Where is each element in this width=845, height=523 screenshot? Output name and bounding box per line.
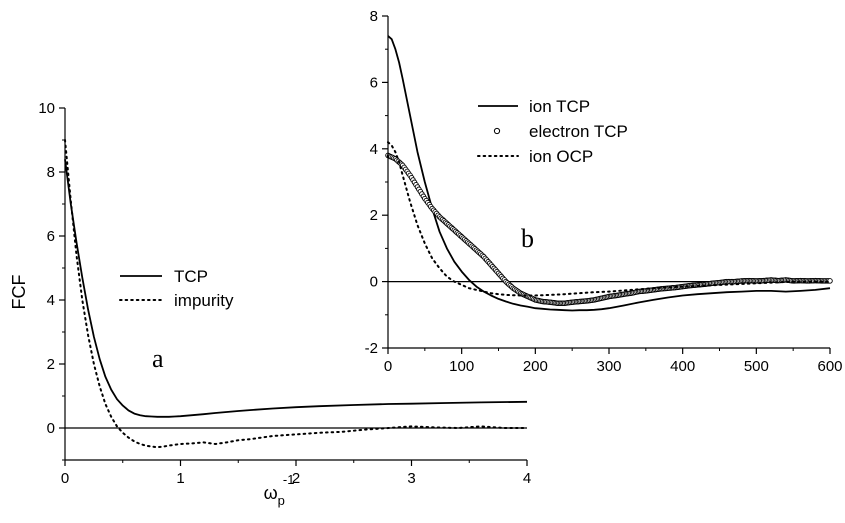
b-y-tick-label: 8 [370,8,378,25]
b-x-tick-label: 100 [449,358,474,375]
legend-label-ion-ocp: ion OCP [529,147,593,166]
legend-label-tcp: TCP [174,267,208,286]
a-x-tick-label: 3 [407,470,415,487]
legend-marker-electron-tcp [493,127,501,135]
a-x-tick-label: 0 [61,470,69,487]
a-y-tick-label: 0 [47,420,55,437]
panel-a-label: a [152,344,164,373]
a-x-tick-label: 1 [176,470,184,487]
a-y-tick-label: 6 [47,228,55,245]
legend-label-electron-tcp: electron TCP [529,122,628,141]
b-y-tick-label: 4 [370,141,378,158]
b-y-tick-label: 0 [370,274,378,291]
legend-label-impurity: impurity [174,291,234,310]
a-y-tick-label: 8 [47,164,55,181]
panel-a-xlabel-sup: -1 [283,472,295,487]
panel-a-xlabel: ωp -1 [264,472,295,508]
panel-a-xlabel-sub: p [278,493,285,508]
panel-b-chart: -2 0 2 4 6 8 0 100 200 300 400 500 600 b ion TCP ele… [365,8,843,375]
b-x-tick-label: 500 [744,358,769,375]
panel-a-series [64,139,528,449]
panel-b-ticks: -2 0 2 4 6 8 0 100 200 300 400 500 600 [365,8,843,375]
panel-a-ylabel: FCF [9,275,29,310]
panel-b-background [388,16,830,348]
series-line-impurity [64,139,528,449]
a-y-tick-label: 2 [47,356,55,373]
series-electron-tcp [385,152,833,306]
b-x-tick-label: 600 [817,358,842,375]
legend-label-ion-tcp: ion TCP [529,97,590,116]
b-x-tick-label: 0 [384,358,392,375]
b-x-tick-label: 400 [670,358,695,375]
series-line-tcp [64,159,528,418]
a-y-tick-label: 4 [47,292,55,309]
panel-a-xlabel-main: ω [264,483,278,503]
panel-b-legend: ion TCP electron TCP ion OCP [477,97,628,166]
a-y-tick-label: 10 [38,100,55,117]
panel-a-legend: TCP impurity [119,267,234,310]
a-x-tick-label: 4 [523,470,531,487]
b-x-tick-label: 200 [523,358,548,375]
series-line-ion-ocp [387,141,831,297]
panel-b-label: b [521,224,534,253]
b-y-tick-label: 2 [370,207,378,224]
b-y-tick-label: 6 [370,74,378,91]
a-x-tick-label: 2 [292,470,300,487]
b-x-tick-label: 300 [596,358,621,375]
panel-b-series [385,35,833,312]
b-y-tick-label: -2 [365,340,378,357]
